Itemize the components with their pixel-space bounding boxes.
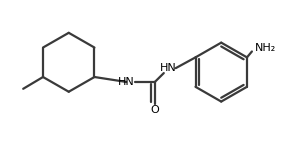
Text: NH₂: NH₂ bbox=[255, 42, 276, 53]
Text: HN: HN bbox=[118, 77, 134, 87]
Text: O: O bbox=[150, 105, 159, 115]
Text: HN: HN bbox=[159, 63, 176, 73]
